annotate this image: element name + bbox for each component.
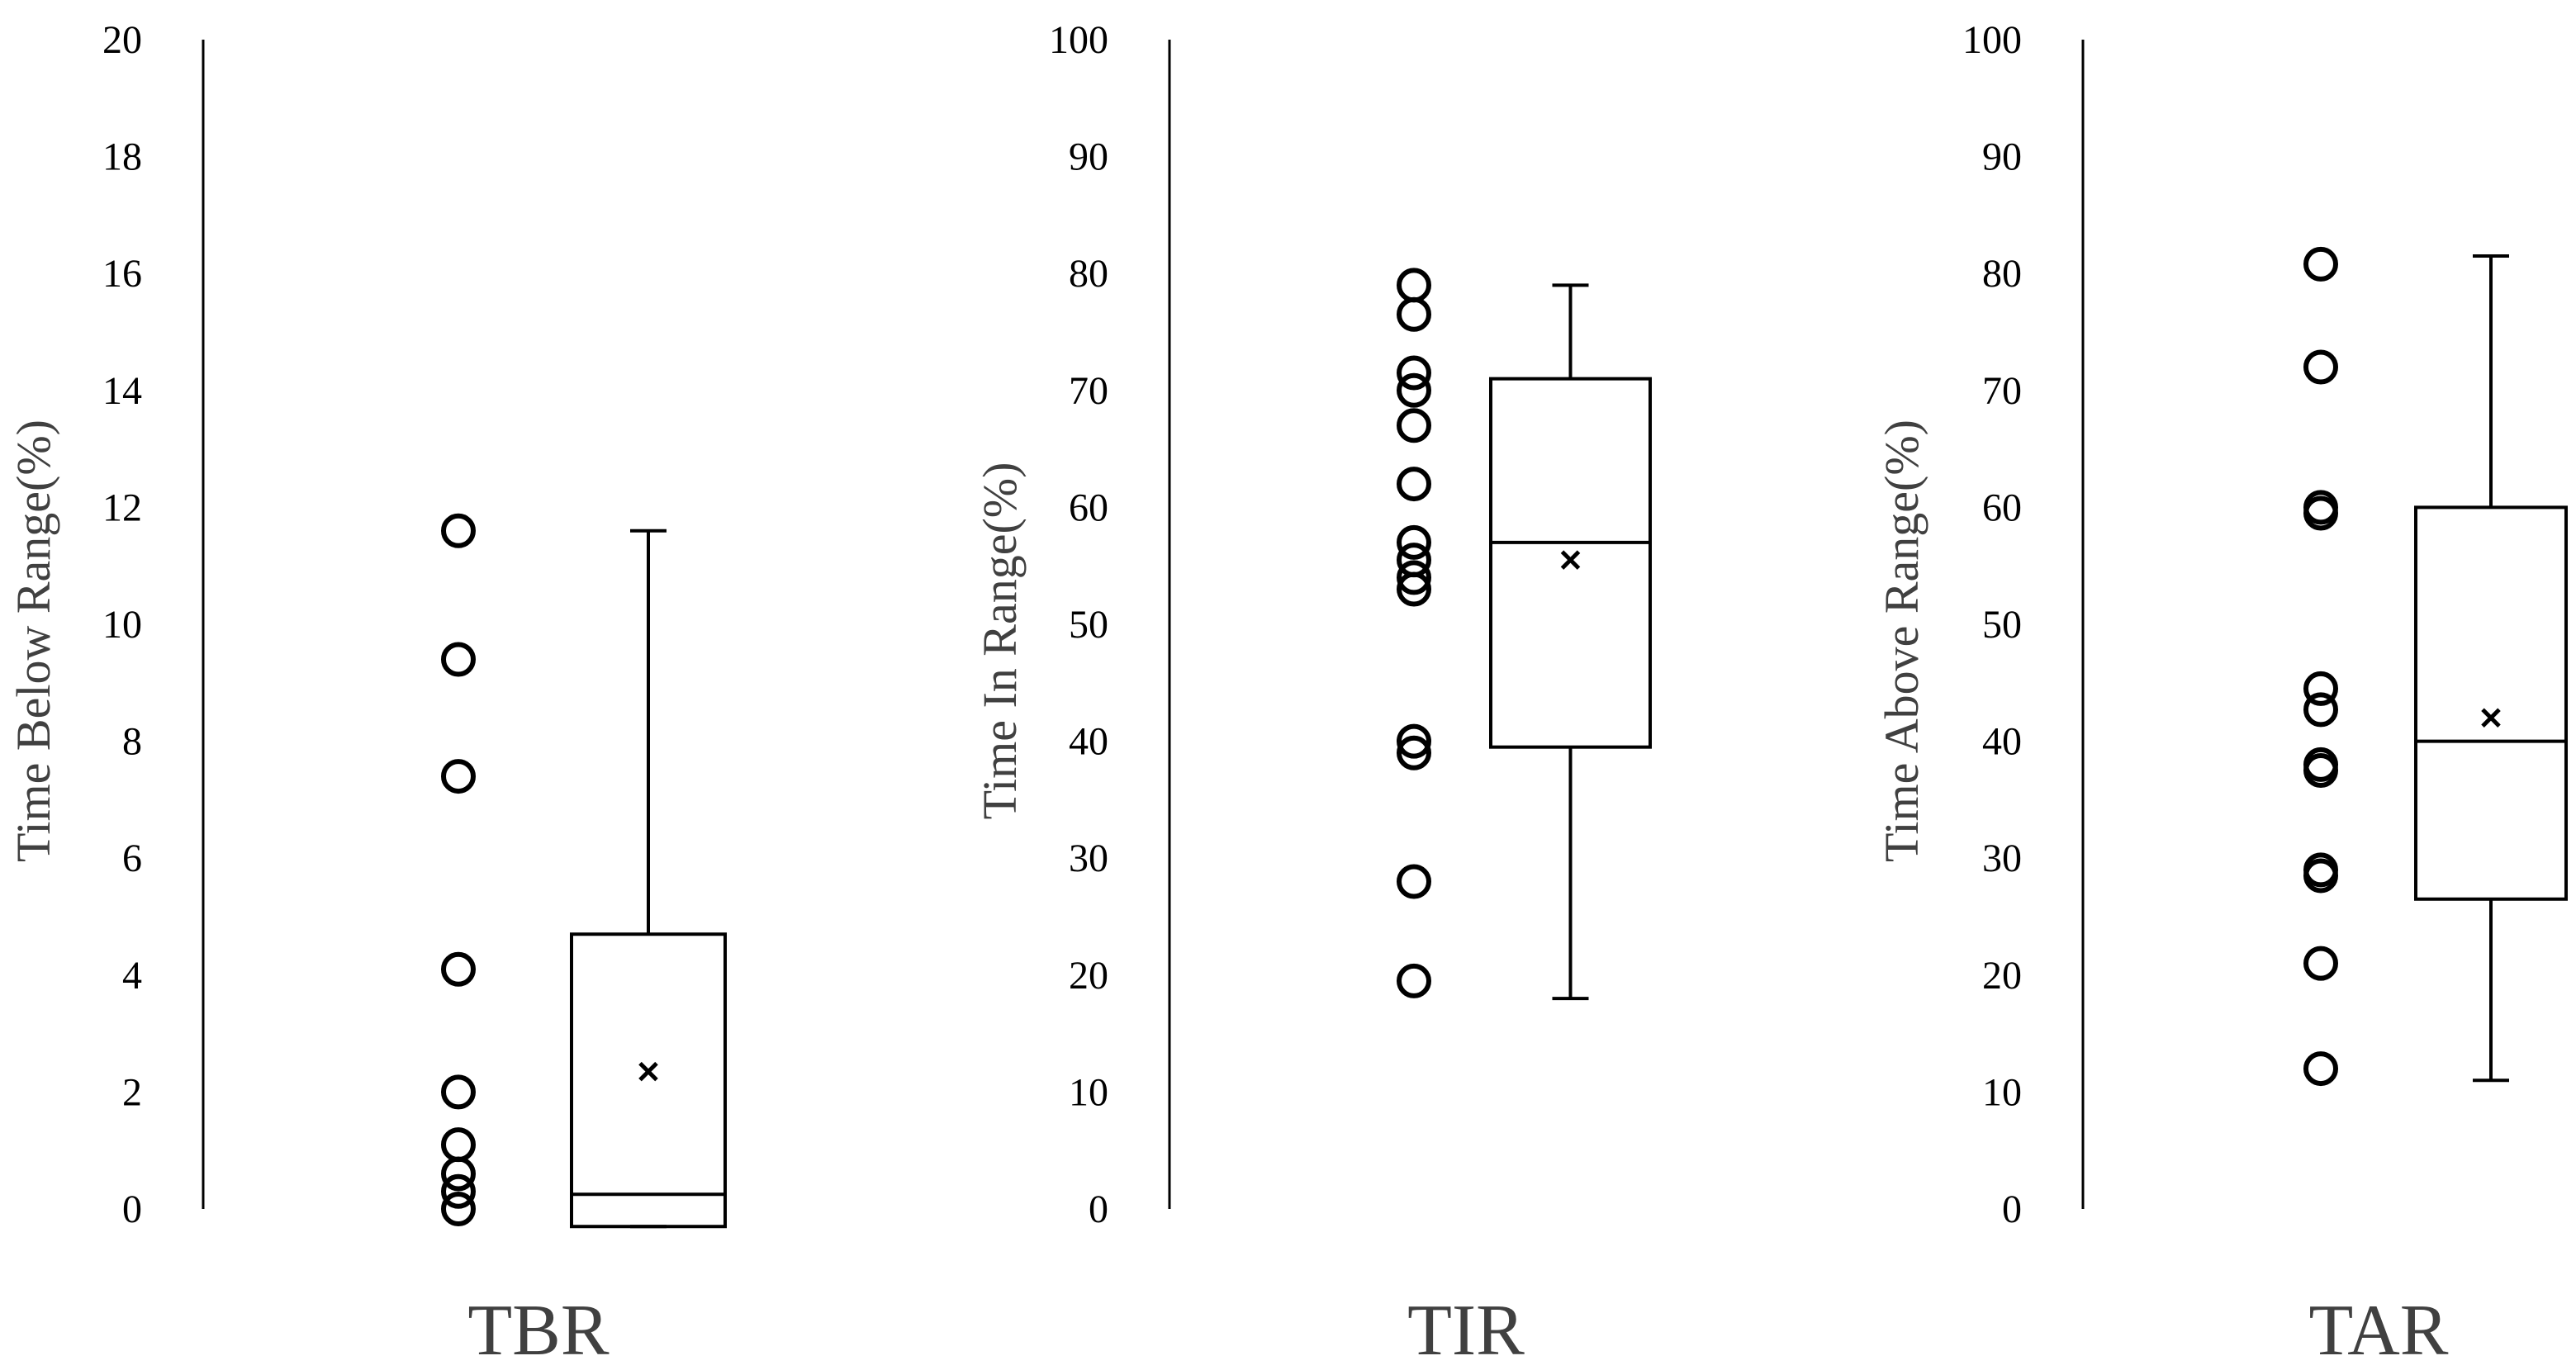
data-point: [1397, 296, 1431, 332]
data-point: [441, 759, 476, 794]
data-point: [1397, 524, 1431, 560]
data-point: [1397, 735, 1431, 770]
y-tick-label: 80: [1982, 252, 2022, 296]
data-point: [1397, 372, 1431, 408]
y-tick-label: 40: [1069, 720, 1108, 764]
data-point: [2303, 671, 2338, 706]
panel-tar: Time Above Range(%) TAR 0 10 20 30 40 50 60 70 8…: [1875, 18, 2568, 1370]
y-tick-label: 8: [122, 720, 142, 764]
data-point: [1397, 560, 1431, 595]
data-point: [2303, 692, 2338, 728]
mean-marker: [1560, 550, 1581, 570]
category-label: TIR: [1407, 1291, 1525, 1370]
data-point: [2303, 946, 2338, 981]
y-tick-label: 16: [102, 252, 142, 296]
data-point: [1397, 571, 1431, 607]
data-point: [1397, 963, 1431, 998]
data-point: [2303, 1051, 2338, 1087]
y-tick-label: 20: [1982, 954, 2022, 998]
data-point: [441, 1192, 476, 1226]
y-tick-label: 6: [122, 837, 142, 880]
y-tick-label: 50: [1069, 603, 1108, 647]
panel-tbr: Time Below Range(%) TBR 0 2 4 6 8 10 12 14 16 18 2…: [7, 18, 727, 1370]
y-tick-label: 40: [1982, 720, 2022, 764]
data-point: [1397, 467, 1431, 502]
y-tick-label: 70: [1069, 369, 1108, 413]
data-point: [441, 1156, 476, 1192]
y-tick-label: 0: [2002, 1187, 2022, 1231]
y-tick-label: 100: [1962, 18, 2022, 62]
y-tick-label: 30: [1982, 837, 2022, 880]
data-point: [441, 1074, 476, 1110]
mean-marker: [2481, 708, 2501, 728]
data-point: [1397, 355, 1431, 391]
y-tick-label: 12: [102, 486, 142, 529]
data-point: [441, 642, 476, 677]
y-tick-label: 10: [1069, 1070, 1108, 1114]
data-point: [1397, 864, 1431, 899]
data-point: [1397, 723, 1431, 759]
data-point: [2303, 349, 2338, 385]
panel-tir: Time In Range(%) TIR 0 10 20 30 40 50 60 70 80 90…: [973, 18, 1652, 1370]
y-tick-label: 100: [1049, 18, 1108, 62]
y-axis-label: Time Below Range(%): [7, 420, 60, 862]
y-tick-label: 10: [102, 603, 142, 647]
data-point: [2303, 858, 2338, 894]
category-label: TAR: [2309, 1291, 2449, 1370]
data-point: [1397, 408, 1431, 443]
data-point: [441, 951, 476, 987]
y-axis-label: Time In Range(%): [973, 462, 1027, 820]
y-tick-label: 80: [1069, 252, 1108, 296]
y-tick-label: 20: [102, 18, 142, 62]
y-tick-label: 2: [122, 1070, 142, 1114]
y-tick-label: 0: [1089, 1187, 1108, 1231]
data-point: [441, 1127, 476, 1163]
iqr-box: [1489, 377, 1652, 749]
iqr-box: [2414, 505, 2568, 901]
y-tick-label: 90: [1069, 135, 1108, 179]
y-tick-label: 90: [1982, 135, 2022, 179]
y-tick-label: 60: [1982, 486, 2022, 529]
mean-marker: [638, 1061, 658, 1082]
y-tick-label: 14: [102, 369, 142, 413]
y-tick-label: 20: [1069, 954, 1108, 998]
y-tick-label: 0: [122, 1187, 142, 1231]
y-tick-label: 50: [1982, 603, 2022, 647]
y-tick-label: 60: [1069, 486, 1108, 529]
data-point: [1397, 268, 1431, 303]
y-axis-label: Time Above Range(%): [1875, 420, 1928, 862]
data-point: [441, 1173, 476, 1209]
category-label: TBR: [467, 1291, 609, 1370]
data-point: [2303, 495, 2338, 531]
data-point: [2303, 753, 2338, 788]
data-point: [441, 513, 476, 548]
data-point: [2303, 246, 2338, 282]
y-tick-label: 30: [1069, 837, 1108, 880]
iqr-box: [570, 932, 727, 1229]
y-tick-label: 70: [1982, 369, 2022, 413]
y-tick-label: 4: [122, 954, 142, 998]
y-tick-label: 10: [1982, 1070, 2022, 1114]
y-tick-label: 18: [102, 135, 142, 179]
